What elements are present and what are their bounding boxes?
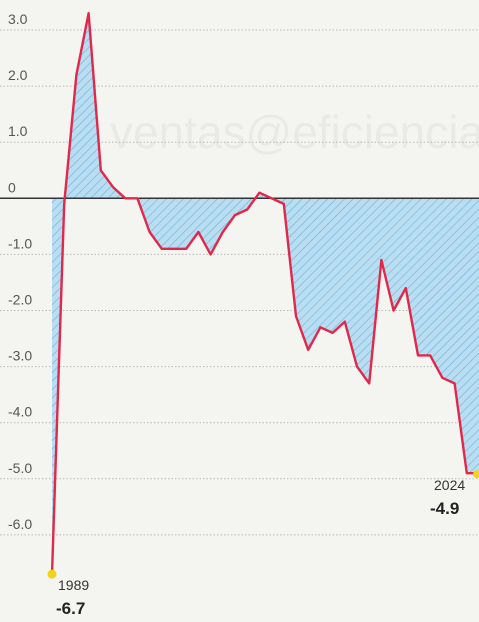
- watermark: ventas@eficienciain: [110, 106, 479, 158]
- y-tick-label: 3.0: [8, 11, 28, 27]
- start-year-label: 1989: [58, 577, 89, 593]
- end-markers: [47, 470, 479, 579]
- y-tick-label: 1.0: [8, 123, 28, 139]
- y-tick-label: -1.0: [8, 235, 32, 251]
- y-tick-label: -4.0: [8, 404, 32, 420]
- y-tick-label: -2.0: [8, 292, 32, 308]
- start-value-label: -6.7: [56, 599, 85, 618]
- negative-area-fill: [52, 13, 479, 575]
- y-tick-label: 0: [8, 179, 16, 195]
- series-line: [50, 11, 479, 575]
- y-tick-label: -3.0: [8, 348, 32, 364]
- start-point-marker: [47, 569, 57, 579]
- end-value-label: -4.9: [430, 499, 459, 518]
- end-point-marker: [473, 470, 479, 479]
- area-fill: [52, 13, 479, 575]
- y-tick-label: -5.0: [8, 460, 32, 476]
- end-year-label: 2024: [434, 477, 465, 493]
- y-tick-labels: 3.0 2.0 1.0 0 -1.0 -2.0 -3.0 -4.0 -5.0 -6.0: [8, 11, 32, 532]
- y-tick-label: -6.0: [8, 516, 32, 532]
- y-tick-label: 2.0: [8, 67, 28, 83]
